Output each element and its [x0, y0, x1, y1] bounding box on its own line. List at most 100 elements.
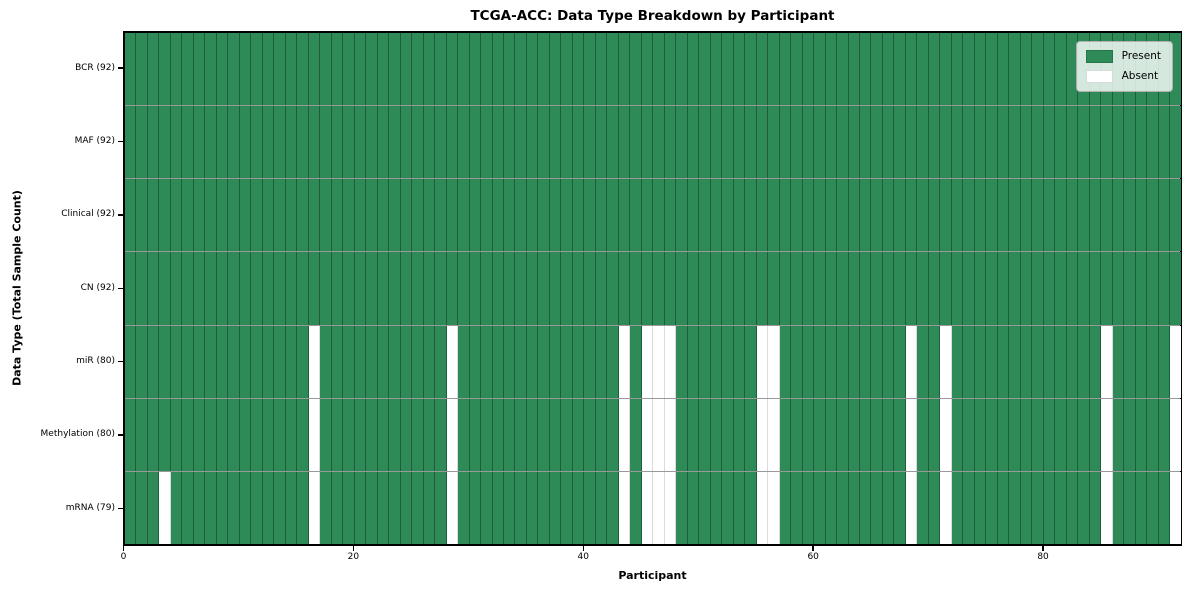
cell-present	[1020, 398, 1033, 471]
cell-present	[561, 398, 573, 471]
heatmap-row	[125, 325, 1181, 399]
cell-absent	[940, 325, 952, 398]
cell-present	[228, 106, 240, 179]
cell-present	[618, 33, 631, 106]
cell-present	[733, 106, 746, 179]
cell-present	[458, 33, 470, 106]
y-tick-label: CN (92)	[80, 282, 115, 293]
legend-label: Absent	[1121, 70, 1159, 83]
cell-absent	[446, 325, 459, 398]
cell-present	[423, 33, 436, 106]
cell-present	[515, 179, 527, 252]
cell-present	[1043, 398, 1056, 471]
cell-present	[917, 325, 929, 398]
cell-present	[837, 325, 849, 398]
cell-present	[802, 33, 815, 106]
cell-present	[481, 325, 493, 398]
cell-present	[170, 252, 183, 325]
cell-present	[584, 398, 596, 471]
cell-present	[733, 325, 746, 398]
cell-present	[848, 106, 860, 179]
cell-present	[860, 471, 872, 544]
cell-present	[825, 325, 838, 398]
cell-present	[1158, 471, 1171, 544]
cell-present	[745, 179, 757, 252]
cell-present	[1101, 252, 1113, 325]
cell-present	[997, 325, 1010, 398]
cell-present	[733, 471, 746, 544]
cell-present	[308, 106, 321, 179]
cell-present	[354, 471, 367, 544]
cell-present	[584, 252, 596, 325]
cell-present	[871, 33, 883, 106]
cell-present	[228, 325, 240, 398]
cell-present	[400, 471, 413, 544]
cell-present	[860, 325, 872, 398]
cell-present	[871, 325, 883, 398]
cell-present	[297, 33, 309, 106]
cell-present	[193, 398, 206, 471]
cell-present	[503, 179, 516, 252]
cell-present	[125, 252, 137, 325]
cell-present	[389, 179, 401, 252]
cell-present	[239, 179, 252, 252]
cell-present	[1147, 398, 1159, 471]
cell-present	[446, 33, 459, 106]
cell-present	[170, 106, 183, 179]
cell-present	[676, 471, 688, 544]
cell-present	[722, 179, 734, 252]
cell-present	[343, 325, 355, 398]
cell-present	[618, 252, 631, 325]
cell-present	[1020, 106, 1033, 179]
cell-present	[193, 252, 206, 325]
cell-present	[963, 325, 975, 398]
cell-present	[745, 325, 757, 398]
cell-present	[1124, 106, 1136, 179]
cell-present	[435, 471, 447, 544]
cell-present	[458, 252, 470, 325]
cell-present	[1124, 252, 1136, 325]
cell-present	[538, 33, 550, 106]
y-tick-mark	[118, 287, 123, 289]
cell-present	[400, 179, 413, 252]
cell-present	[343, 398, 355, 471]
cell-present	[1055, 325, 1067, 398]
cell-present	[400, 252, 413, 325]
cell-present	[125, 325, 137, 398]
cell-present	[963, 398, 975, 471]
cell-present	[1066, 471, 1079, 544]
x-tick-mark	[582, 546, 584, 551]
cell-present	[676, 252, 688, 325]
cell-present	[676, 33, 688, 106]
cell-present	[297, 252, 309, 325]
heatmap-row	[125, 252, 1181, 326]
cell-present	[791, 252, 803, 325]
cell-present	[1066, 252, 1079, 325]
cell-present	[435, 106, 447, 179]
cell-present	[1112, 398, 1125, 471]
cell-present	[733, 252, 746, 325]
cell-present	[274, 398, 286, 471]
cell-present	[882, 471, 895, 544]
cell-present	[1009, 179, 1021, 252]
cell-present	[1089, 179, 1102, 252]
cell-present	[871, 398, 883, 471]
y-tick-mark	[118, 507, 123, 509]
cell-present	[951, 106, 964, 179]
cell-present	[125, 471, 137, 544]
heatmap-row	[125, 398, 1181, 472]
cell-present	[595, 471, 608, 544]
cell-present	[320, 325, 332, 398]
cell-present	[526, 325, 539, 398]
cell-present	[331, 33, 344, 106]
cell-present	[791, 106, 803, 179]
cell-present	[170, 33, 183, 106]
cell-present	[607, 33, 619, 106]
cell-present	[837, 252, 849, 325]
cell-present	[1055, 252, 1067, 325]
cell-present	[423, 106, 436, 179]
cell-present	[963, 179, 975, 252]
heatmap-grid	[125, 33, 1181, 544]
cell-present	[1170, 33, 1181, 106]
cell-present	[745, 252, 757, 325]
